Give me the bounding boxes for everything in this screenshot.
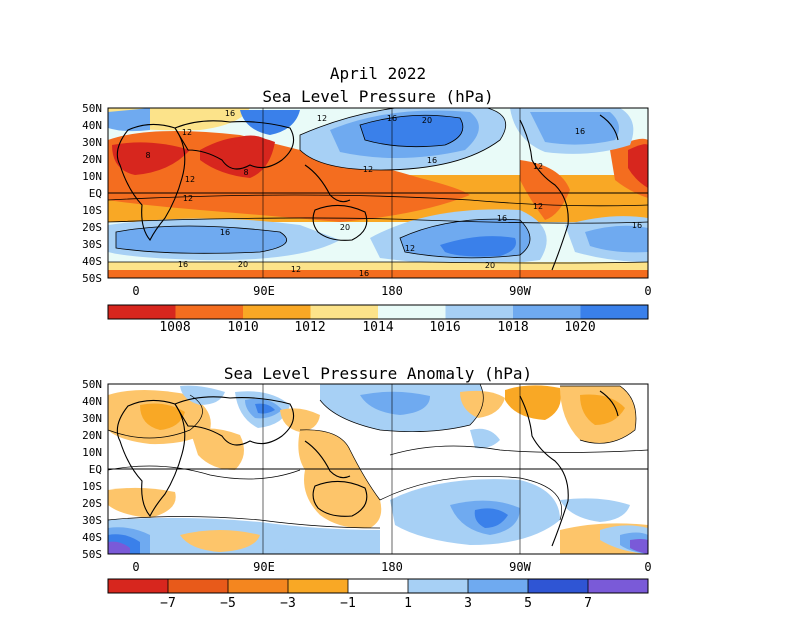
colorbar-swatch — [243, 305, 311, 319]
contour-label: 16 — [575, 127, 585, 136]
colorbar-label: 1020 — [564, 320, 596, 335]
contour-label: 16 — [497, 214, 507, 223]
lat-label: 30S — [82, 514, 102, 527]
contour-label: 16 — [220, 228, 230, 237]
colorbar-label: 1014 — [362, 320, 394, 335]
lat-label: 10N — [82, 170, 102, 183]
contour-label: 12 — [185, 175, 195, 184]
contour-label: 20 — [238, 260, 248, 269]
colorbar-swatch — [348, 579, 408, 593]
lat-label: 40N — [82, 119, 102, 132]
contour-label: 20 — [340, 223, 350, 232]
colorbar-label: 3 — [464, 596, 472, 611]
contour-label: 12 — [533, 202, 543, 211]
colorbar-swatch — [378, 305, 446, 319]
anomaly-colorbar — [107, 578, 649, 594]
colorbar-swatch — [513, 305, 581, 319]
colorbar-swatch — [528, 579, 588, 593]
lon-label: 180 — [381, 560, 403, 574]
lat-label: 30N — [82, 412, 102, 425]
contour-label: 12 — [317, 114, 327, 123]
lat-label: 30N — [82, 136, 102, 149]
colorbar-label: 7 — [584, 596, 592, 611]
lon-label: 0 — [132, 284, 140, 298]
lat-label: 40S — [82, 255, 102, 268]
colorbar-swatch — [168, 579, 228, 593]
lat-label: 20N — [82, 153, 102, 166]
lon-label: 0 — [644, 284, 652, 298]
lat-label: 50S — [82, 548, 102, 561]
lon-label: 0 — [644, 560, 652, 574]
contour-label: 16 — [427, 156, 437, 165]
lat-label: 40S — [82, 531, 102, 544]
contour-label: 12 — [363, 165, 373, 174]
lon-label: 180 — [381, 284, 403, 298]
map-title-anomaly: Sea Level Pressure Anomaly (hPa) — [223, 364, 533, 383]
colorbar-swatch — [310, 305, 378, 319]
lat-label: 20S — [82, 221, 102, 234]
lat-label: 10S — [82, 204, 102, 217]
slp-anomaly-map-frame — [107, 383, 649, 555]
contour-label: 12 — [291, 265, 301, 274]
contour-label: 12 — [533, 162, 543, 171]
colorbar-swatch — [108, 305, 176, 319]
slp-colorbar — [107, 304, 649, 320]
lat-label: 50S — [82, 272, 102, 285]
lat-label: 20N — [82, 429, 102, 442]
lat-label: 50N — [82, 102, 102, 115]
contour-label: 16 — [359, 269, 369, 278]
contour-label: 8 — [145, 151, 150, 160]
colorbar-label: 1012 — [294, 320, 326, 335]
colorbar-label: −7 — [160, 596, 176, 611]
contour-label: 16 — [225, 109, 235, 118]
colorbar-label: 5 — [524, 596, 532, 611]
slp-anomaly-map — [108, 384, 648, 554]
slp-map: 16 12 12 16 20 16 12 16 8 8 12 12 12 16 … — [108, 108, 648, 278]
lat-label: 20S — [82, 497, 102, 510]
lat-label: 10N — [82, 446, 102, 459]
lat-label: 10S — [82, 480, 102, 493]
colorbar-label: −1 — [340, 596, 356, 611]
lat-label: EQ — [88, 187, 102, 200]
contour-label: 8 — [243, 168, 248, 177]
map-title-slp: Sea Level Pressure (hPa) — [262, 87, 494, 106]
contour-label: 12 — [182, 128, 192, 137]
colorbar-swatch — [468, 579, 528, 593]
contour-label: 16 — [178, 260, 188, 269]
lon-label: 90W — [509, 560, 531, 574]
contour-label: 12 — [405, 244, 415, 253]
colorbar-label: −5 — [220, 596, 236, 611]
colorbar-swatch — [408, 579, 468, 593]
colorbar-swatch — [288, 579, 348, 593]
colorbar-swatch — [580, 305, 648, 319]
lat-label: 30S — [82, 238, 102, 251]
colorbar-label: 1018 — [497, 320, 529, 335]
contour-label: 20 — [485, 261, 495, 270]
contour-label: 12 — [183, 194, 193, 203]
lat-label: 40N — [82, 395, 102, 408]
contour-label: 16 — [632, 221, 642, 230]
lat-label: EQ — [88, 463, 102, 476]
colorbar-swatch — [228, 579, 288, 593]
colorbar-swatch — [588, 579, 648, 593]
colorbar-label: 1 — [404, 596, 412, 611]
map-title-date: April 2022 — [329, 64, 427, 83]
colorbar-swatch — [108, 579, 168, 593]
lon-label: 90E — [253, 560, 275, 574]
slp-map-frame — [107, 107, 649, 279]
colorbar-label: 1016 — [429, 320, 461, 335]
colorbar-swatch — [175, 305, 243, 319]
lat-label: 50N — [82, 378, 102, 391]
colorbar-label: 1010 — [227, 320, 259, 335]
lon-label: 0 — [132, 560, 140, 574]
lon-label: 90E — [253, 284, 275, 298]
lon-label: 90W — [509, 284, 531, 298]
colorbar-label: 1008 — [159, 320, 191, 335]
contour-label: 20 — [422, 116, 432, 125]
colorbar-swatch — [445, 305, 513, 319]
colorbar-label: −3 — [280, 596, 296, 611]
